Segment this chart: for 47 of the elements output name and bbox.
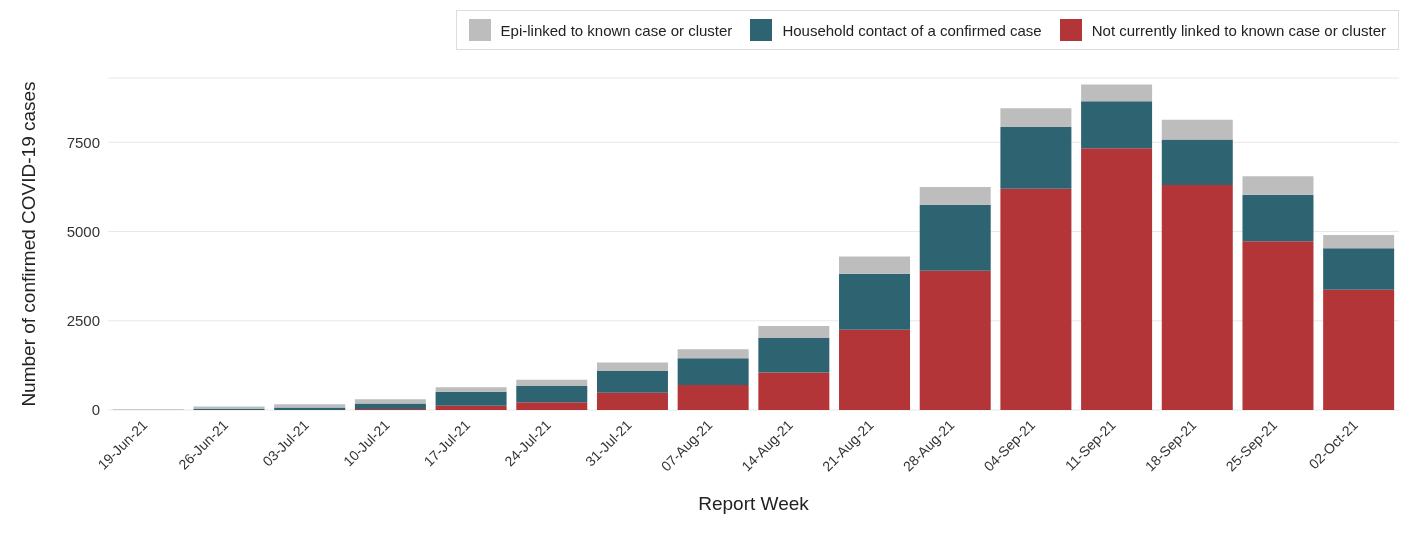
bar <box>435 391 507 406</box>
bar <box>596 362 668 372</box>
bar <box>1000 126 1072 189</box>
bar <box>758 337 830 373</box>
bar <box>596 392 668 410</box>
bar <box>354 403 426 409</box>
bar <box>1323 248 1395 290</box>
bar <box>1161 139 1233 186</box>
y-axis-title: Number of confirmed COVID-19 cases <box>17 81 39 407</box>
legend-label: Household contact of a confirmed case <box>782 21 1042 39</box>
bar <box>1161 185 1233 410</box>
bar <box>1161 119 1233 140</box>
bar <box>596 371 668 393</box>
y-tick-label: 5000 <box>66 222 100 240</box>
bar <box>758 372 830 410</box>
bar <box>354 399 426 404</box>
bar <box>435 405 507 410</box>
bar <box>516 402 588 410</box>
bar <box>1242 194 1314 242</box>
bar <box>839 256 911 274</box>
bar <box>839 273 911 330</box>
bar <box>1081 84 1153 102</box>
bar <box>677 358 749 386</box>
legend-label: Epi-linked to known case or cluster <box>500 21 733 39</box>
bar <box>516 385 588 403</box>
bar <box>1323 289 1395 410</box>
bar <box>839 329 911 410</box>
y-tick-label: 2500 <box>66 312 100 330</box>
bar <box>919 204 991 271</box>
bar <box>1081 101 1153 149</box>
bar <box>1242 241 1314 410</box>
x-axis-title: Report Week <box>698 493 810 514</box>
bar <box>919 270 991 410</box>
bar <box>435 387 507 392</box>
bar <box>919 186 991 205</box>
y-tick-label: 0 <box>91 401 100 419</box>
bar <box>758 326 830 338</box>
bar <box>516 379 588 386</box>
bar <box>1000 108 1072 127</box>
bar <box>677 385 749 410</box>
bar <box>677 349 749 359</box>
bar <box>1323 235 1395 249</box>
bar <box>1081 148 1153 410</box>
bar <box>1242 176 1314 195</box>
legend-label: Not currently linked to known case or cluster <box>1091 21 1386 39</box>
bar <box>1000 188 1072 410</box>
y-tick-label: 7500 <box>66 133 100 151</box>
